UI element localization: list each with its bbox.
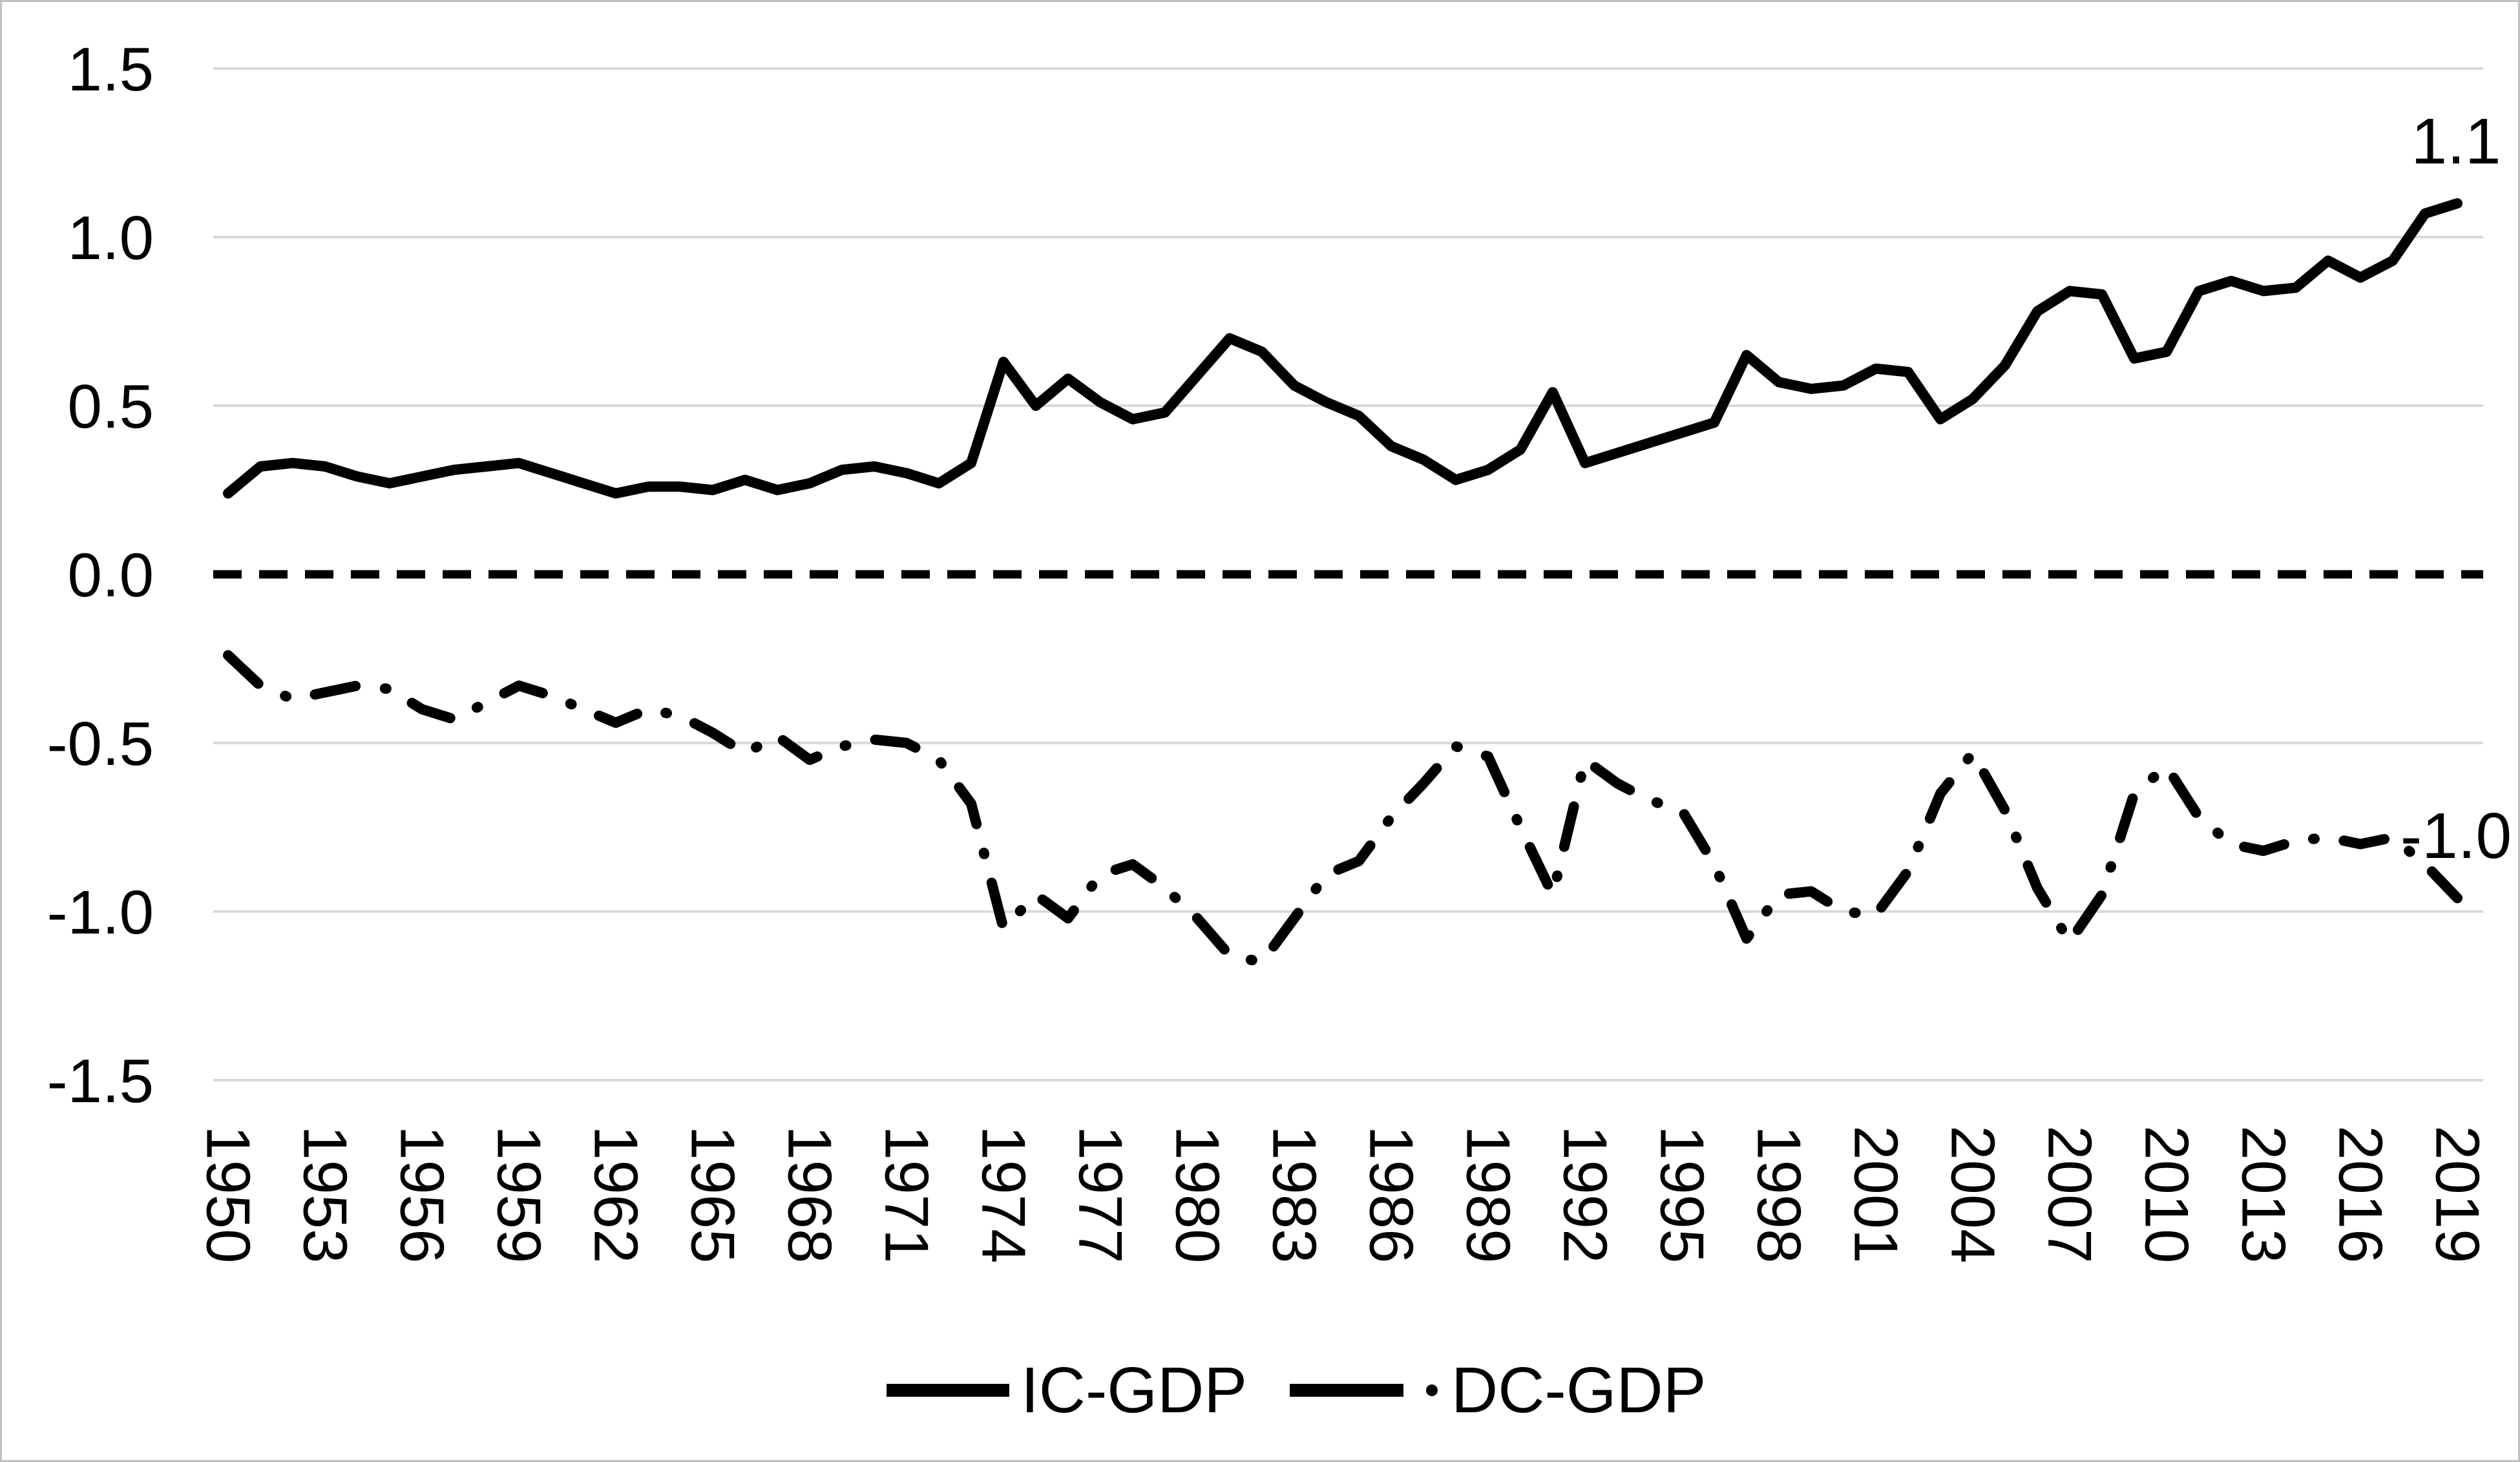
y-tick-label: -1.0 [47,878,154,947]
series-line-dc-gdp [223,650,2462,968]
x-tick-label: 1974 [969,1125,1038,1264]
y-tick-label: 1.5 [68,35,154,104]
y-tick-label: 0.0 [68,541,154,610]
x-tick-label: 1959 [485,1125,554,1264]
series-line-ic-gdp [223,198,2462,499]
gridlines [213,67,2483,1081]
x-tick-label: 1983 [1260,1125,1329,1264]
x-tick-label: 2007 [2035,1125,2105,1264]
x-tick-label: 1950 [194,1125,263,1264]
x-tick-label: 1971 [872,1125,941,1264]
legend-label-ic-gdp: IC-GDP [1021,1354,1247,1426]
series-lines [223,198,2462,968]
y-tick-label: -0.5 [47,709,154,778]
x-tick-label: 1953 [291,1125,360,1264]
x-tick-label: 2013 [2229,1125,2298,1264]
x-tick-label: 1980 [1163,1125,1232,1264]
y-tick-label: -1.5 [47,1047,154,1116]
y-tick-label: 1.0 [68,204,154,273]
x-tick-label: 2001 [1842,1125,1911,1264]
data-label-dc-gdp-end: -1.0 [2400,800,2512,872]
data-label-ic-gdp-end: 1.1 [2411,105,2501,178]
legend-label-dc-gdp: DC-GDP [1451,1354,1706,1426]
x-tick-label: 2016 [2326,1125,2395,1264]
x-tick-label: 1956 [388,1125,457,1264]
x-tick-label: 2019 [2423,1125,2492,1264]
legend: IC-GDP DC-GDP [887,1354,1706,1426]
x-tick-label: 1977 [1066,1125,1135,1264]
y-axis-labels: 1.5 1.0 0.5 0.0 -0.5 -1.0 -1.5 [47,35,154,1116]
x-axis-labels: 1950 1953 1956 1959 1962 1965 1968 1971 1974 1977… [194,1125,2492,1264]
x-tick-label: 2010 [2132,1125,2201,1264]
x-tick-label: 1965 [678,1125,748,1264]
x-tick-label: 2004 [1938,1125,2008,1264]
data-labels: 1.1 -1.0 [2400,105,2512,872]
x-tick-label: 1986 [1357,1125,1426,1264]
x-tick-label: 1962 [582,1125,651,1264]
x-tick-label: 1995 [1648,1125,1717,1264]
y-tick-label: 0.5 [68,372,154,441]
legend-swatch-dot [1426,1384,1438,1396]
x-tick-label: 1992 [1551,1125,1620,1264]
x-tick-label: 1968 [775,1125,845,1264]
x-tick-label: 1989 [1454,1125,1523,1264]
x-tick-label: 1998 [1745,1125,1814,1264]
